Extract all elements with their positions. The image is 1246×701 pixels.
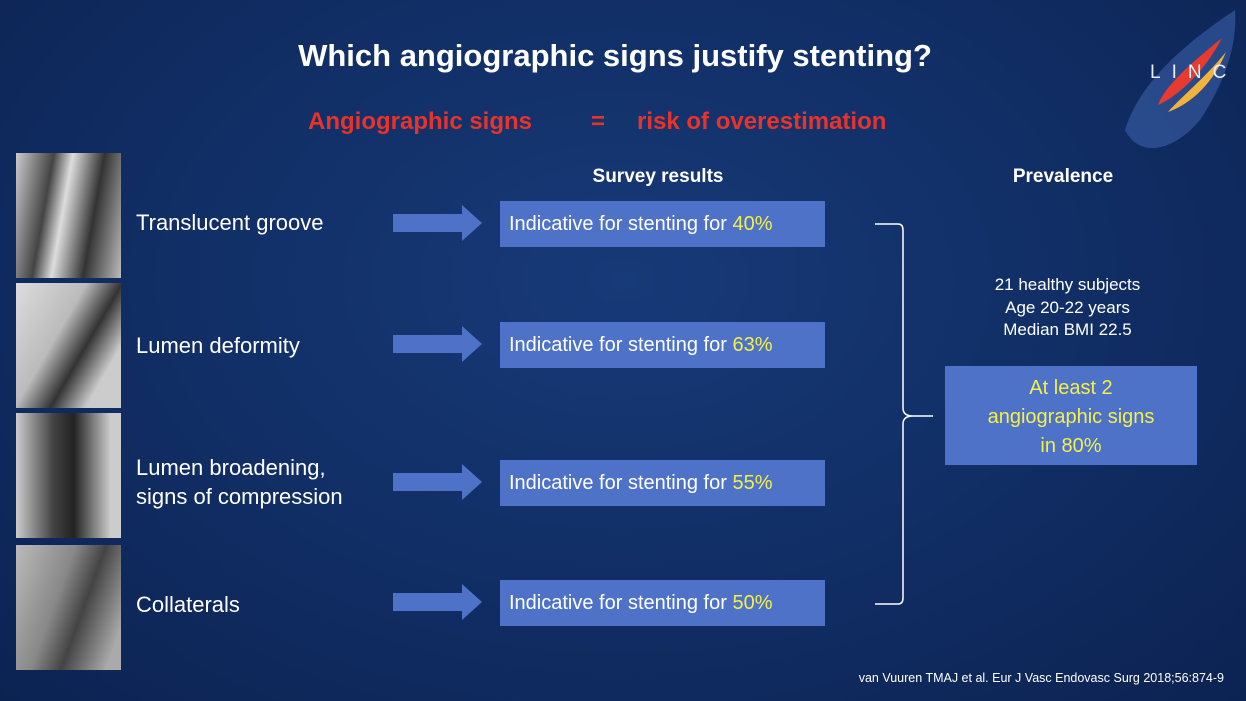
column-header: Prevalence [1012,166,1114,187]
angiogram-image [16,545,121,670]
highlight-box: At least 2 angiographic signs in 80% [945,366,1197,465]
result-percent: 50% [732,592,773,614]
angiogram-image [16,153,121,278]
result-text: Indicative for stenting for [509,334,733,356]
subtitle-operator: = [591,108,606,135]
sign-line: Lumen deformity [136,333,300,358]
prevalence-text: 21 healthy subjects Age 20-22 years Medi… [940,274,1195,342]
sign-label: Collaterals [136,590,240,619]
highlight-line: angiographic signs [987,406,1155,428]
logo-swoosh [1125,10,1236,149]
result-box: Indicative for stenting for 50% [500,580,825,626]
result-text: Indicative for stenting for [509,592,733,614]
highlight-line: At least 2 [1029,377,1113,399]
sign-label: Translucent groove [136,208,324,237]
sign-label: Lumen broadening, signs of compression [136,453,343,511]
result-percent: 40% [732,213,773,235]
sign-line: signs of compression [136,484,343,509]
sign-line: Lumen broadening, [136,455,326,480]
column-header: Survey results [592,166,724,187]
arrows [393,205,482,620]
citation: van Vuuren TMAJ et al. Eur J Vasc Endova… [858,671,1224,685]
result-percent: 55% [732,472,773,494]
angiogram-image [16,413,121,538]
logo: LINC [1150,62,1238,83]
result-percent: 63% [732,334,773,356]
sign-line: Collaterals [136,592,240,617]
result-box: Indicative for stenting for 55% [500,460,825,506]
result-text: Indicative for stenting for [509,213,733,235]
highlight-line: in 80% [1040,435,1102,457]
angiogram-image [16,283,121,408]
result-box: Indicative for stenting for 40% [500,201,825,247]
sign-line: Translucent groove [136,210,324,235]
sign-label: Lumen deformity [136,331,300,360]
result-box: Indicative for stenting for 63% [500,322,825,368]
subtitle-left: Angiographic signs [308,108,533,135]
bracket [875,223,933,605]
title: Which angiographic signs justify stentin… [298,38,932,73]
result-text: Indicative for stenting for [509,472,733,494]
prevalence-line: Age 20-22 years [1005,297,1130,317]
prevalence-line: Median BMI 22.5 [1003,320,1132,339]
prevalence-line: 21 healthy subjects [994,275,1141,294]
subtitle-right: risk of overestimation [637,108,887,135]
